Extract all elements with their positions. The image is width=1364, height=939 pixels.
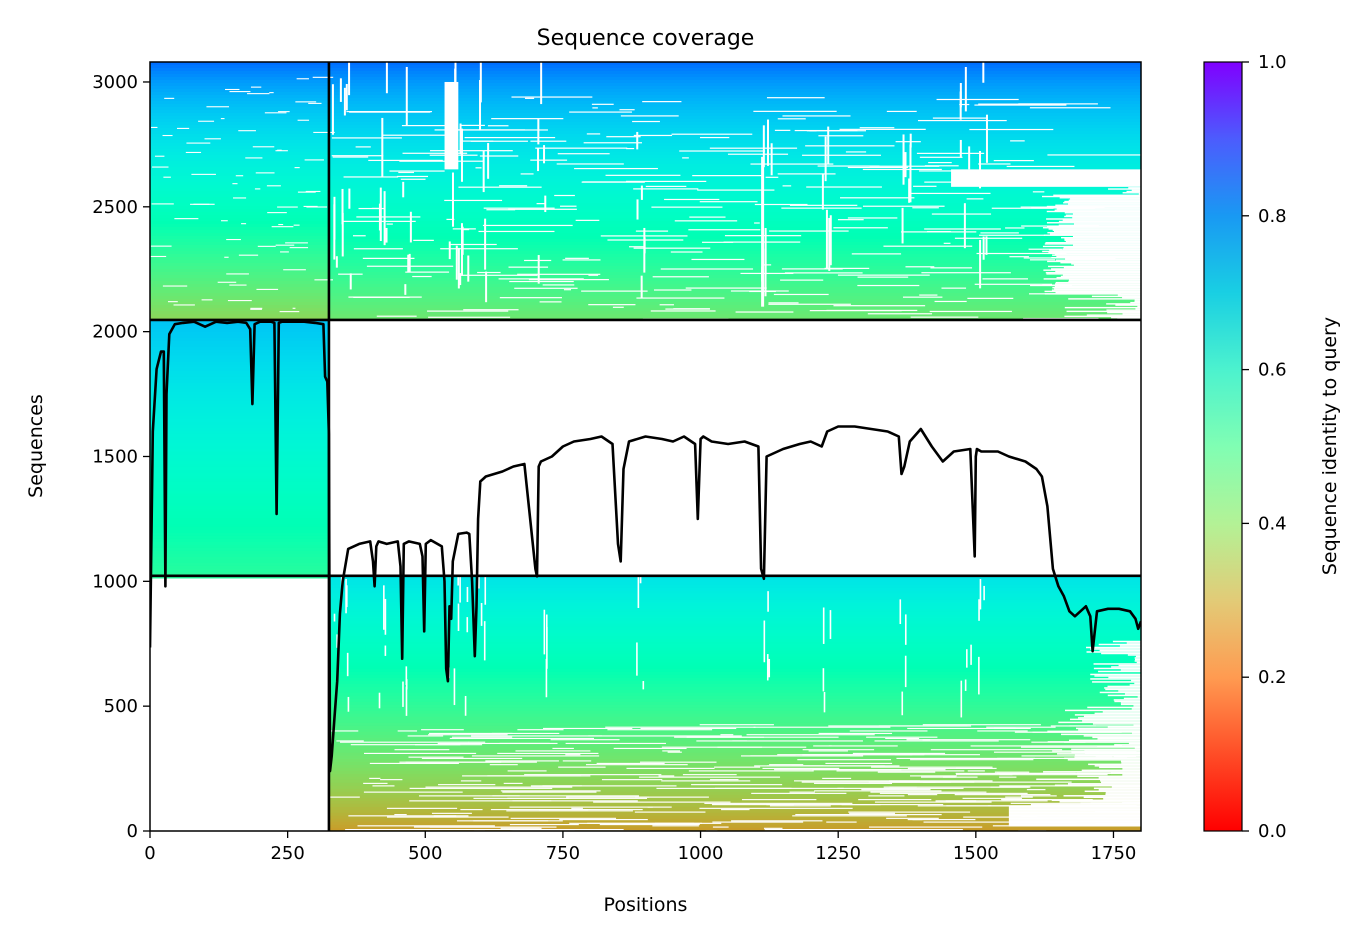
colorbar-tick-label: 0.4 bbox=[1258, 513, 1287, 534]
x-tick-label: 1000 bbox=[678, 843, 724, 864]
colorbar-tick-label: 0.8 bbox=[1258, 206, 1287, 227]
y-tick-label: 3000 bbox=[92, 72, 138, 93]
plot-frame bbox=[149, 61, 1142, 832]
y-axis-label: Sequences bbox=[25, 394, 47, 498]
plot-area bbox=[150, 62, 1141, 831]
coverage-line bbox=[150, 320, 1141, 773]
y-tick-label: 1000 bbox=[92, 571, 138, 592]
colorbar bbox=[1203, 61, 1243, 832]
colorbar-tick-label: 1.0 bbox=[1258, 52, 1287, 73]
y-tick-label: 2500 bbox=[92, 197, 138, 218]
x-tick-label: 250 bbox=[270, 843, 304, 864]
x-tick-label: 500 bbox=[408, 843, 442, 864]
colorbar-tick-label: 0.2 bbox=[1258, 667, 1287, 688]
x-tick-label: 750 bbox=[546, 843, 580, 864]
colorbar-tick-label: 0.6 bbox=[1258, 360, 1287, 381]
x-tick-label: 1750 bbox=[1091, 843, 1137, 864]
colorbar-ticks: 0.0 0.2 0.4 0.6 0.8 1.0 bbox=[1242, 52, 1287, 842]
chart-title: Sequence coverage bbox=[537, 26, 755, 51]
y-tick-label: 1500 bbox=[92, 446, 138, 467]
x-axis-ticks: 0 250 500 750 1000 1250 1500 1750 bbox=[144, 831, 1136, 864]
coverage-block bbox=[328, 575, 1141, 831]
x-tick-label: 1250 bbox=[815, 843, 861, 864]
colorbar-label: Sequence identity to query bbox=[1319, 317, 1341, 575]
y-tick-label: 500 bbox=[104, 696, 138, 717]
x-tick-label: 1500 bbox=[953, 843, 999, 864]
x-tick-label: 0 bbox=[144, 843, 155, 864]
y-tick-label: 2000 bbox=[92, 322, 138, 343]
x-axis-label: Positions bbox=[604, 894, 688, 916]
coverage-block bbox=[150, 62, 329, 321]
gap-marks bbox=[150, 62, 1141, 831]
y-axis-ticks: 0 500 1000 1500 2000 2500 3000 bbox=[92, 72, 150, 842]
coverage-block bbox=[150, 319, 329, 579]
coverage-gaps bbox=[150, 62, 1141, 831]
y-tick-label: 0 bbox=[127, 821, 138, 842]
colorbar-tick-label: 0.0 bbox=[1258, 821, 1287, 842]
